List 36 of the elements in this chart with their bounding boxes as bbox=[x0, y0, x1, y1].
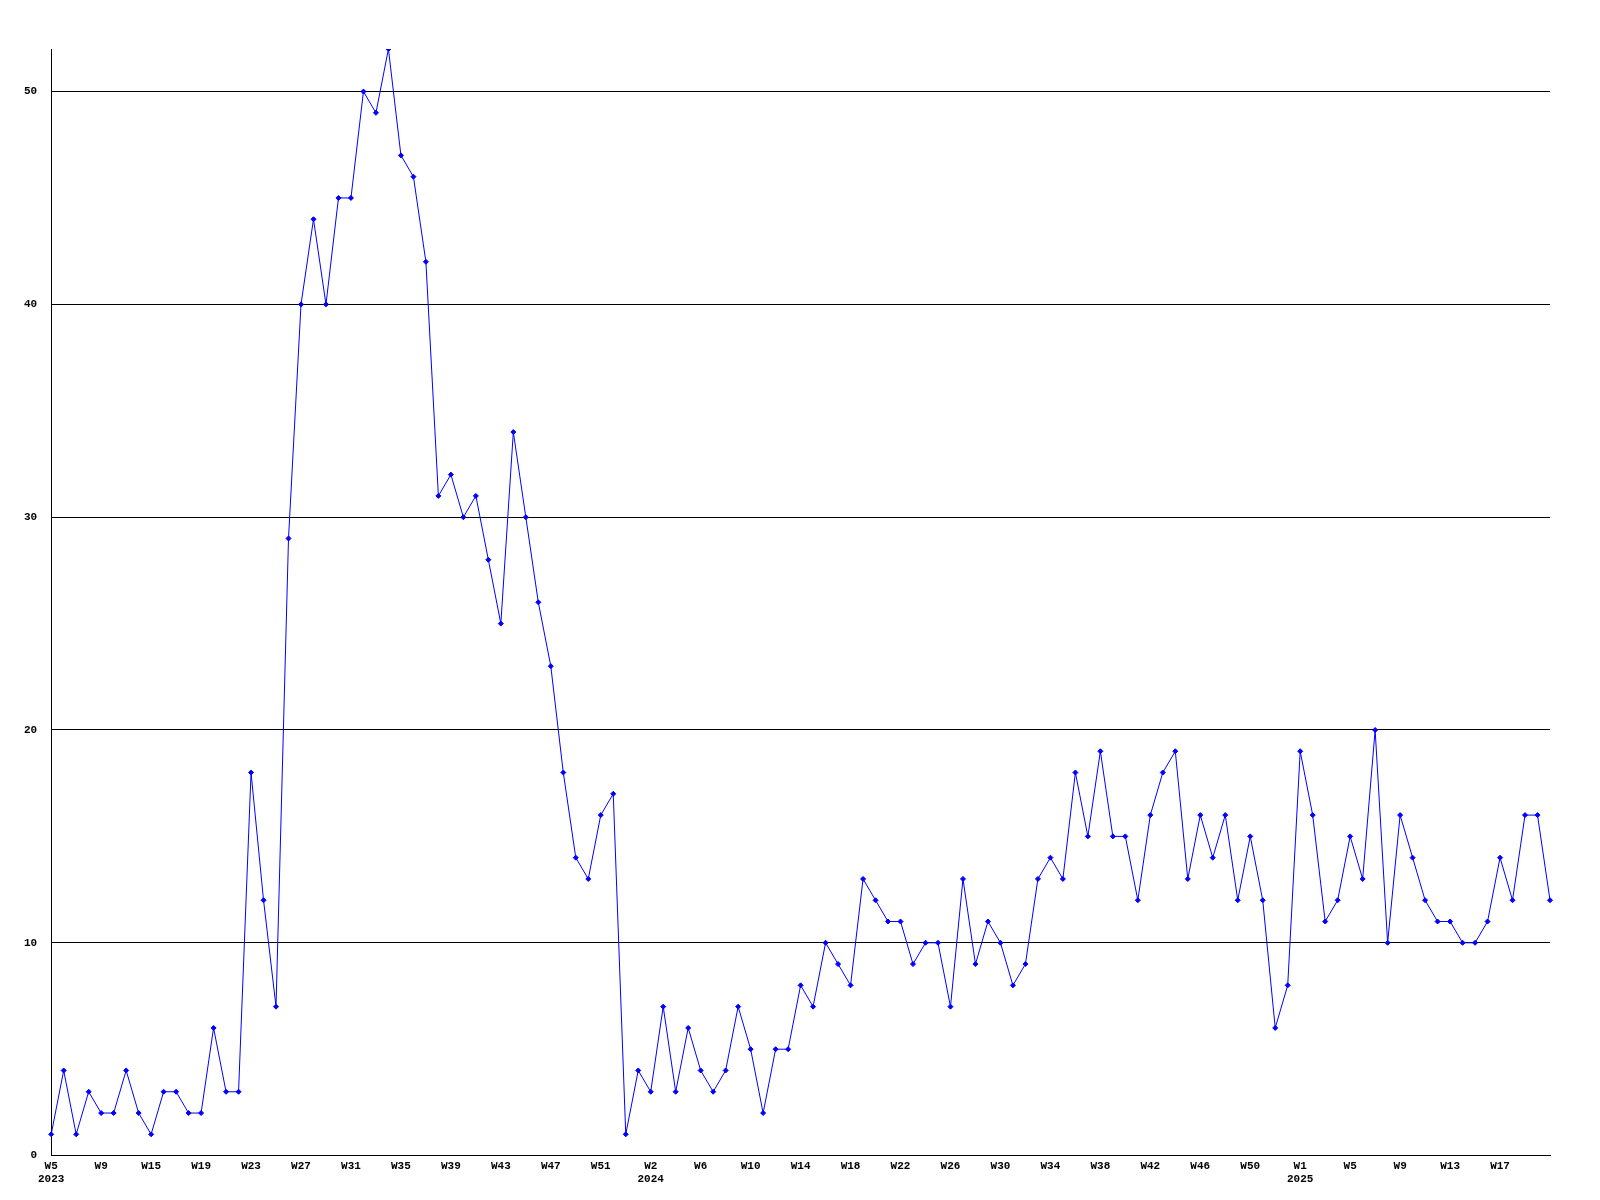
x-tick-label: W1 2025 bbox=[1287, 1159, 1314, 1186]
x-tick-label: W23 bbox=[241, 1159, 262, 1172]
x-tick-label: W46 bbox=[1190, 1159, 1211, 1172]
x-tick-label: W15 bbox=[141, 1159, 162, 1172]
x-tick-label: W42 bbox=[1140, 1159, 1161, 1172]
x-tick-label: W50 bbox=[1240, 1159, 1261, 1172]
x-tick-label: W31 bbox=[341, 1159, 362, 1172]
x-tick-label: W2 2024 bbox=[637, 1159, 665, 1186]
x-tick-label: W34 bbox=[1040, 1159, 1061, 1172]
y-tick-label: 50 bbox=[24, 85, 38, 98]
y-tick-label: 10 bbox=[24, 936, 38, 949]
x-tick-label: W10 bbox=[740, 1159, 761, 1172]
x-tick-label: W38 bbox=[1090, 1159, 1111, 1172]
x-tick-label: W22 bbox=[890, 1159, 911, 1172]
x-tick-label: W30 bbox=[990, 1159, 1011, 1172]
x-tick-label: W35 bbox=[391, 1159, 412, 1172]
x-tick-label: W17 bbox=[1490, 1159, 1510, 1172]
x-tick-label: W5 bbox=[1343, 1159, 1358, 1172]
y-tick-label: 30 bbox=[24, 510, 38, 523]
x-tick-label: W18 bbox=[840, 1159, 861, 1172]
x-tick-label: W13 bbox=[1440, 1159, 1461, 1172]
x-tick-label: W6 bbox=[694, 1159, 708, 1172]
x-tick-label: W39 bbox=[440, 1159, 461, 1172]
y-tick-label: 20 bbox=[24, 723, 38, 736]
x-tick-label: W27 bbox=[291, 1159, 311, 1172]
x-tick-label: W19 bbox=[191, 1159, 211, 1172]
x-tick-label: W9 bbox=[1393, 1159, 1407, 1172]
y-tick-label: 0 bbox=[30, 1149, 38, 1162]
x-tick-label: W9 bbox=[94, 1159, 108, 1172]
x-tick-label: W26 bbox=[940, 1159, 961, 1172]
x-tick-label: W47 bbox=[540, 1159, 561, 1172]
x-tick-label: W14 bbox=[790, 1159, 811, 1172]
x-tick-label: W5 2023 bbox=[38, 1159, 65, 1186]
x-tick-label: W51 bbox=[590, 1159, 612, 1172]
y-tick-label: 40 bbox=[24, 298, 38, 311]
x-tick-label: W43 bbox=[490, 1159, 512, 1172]
